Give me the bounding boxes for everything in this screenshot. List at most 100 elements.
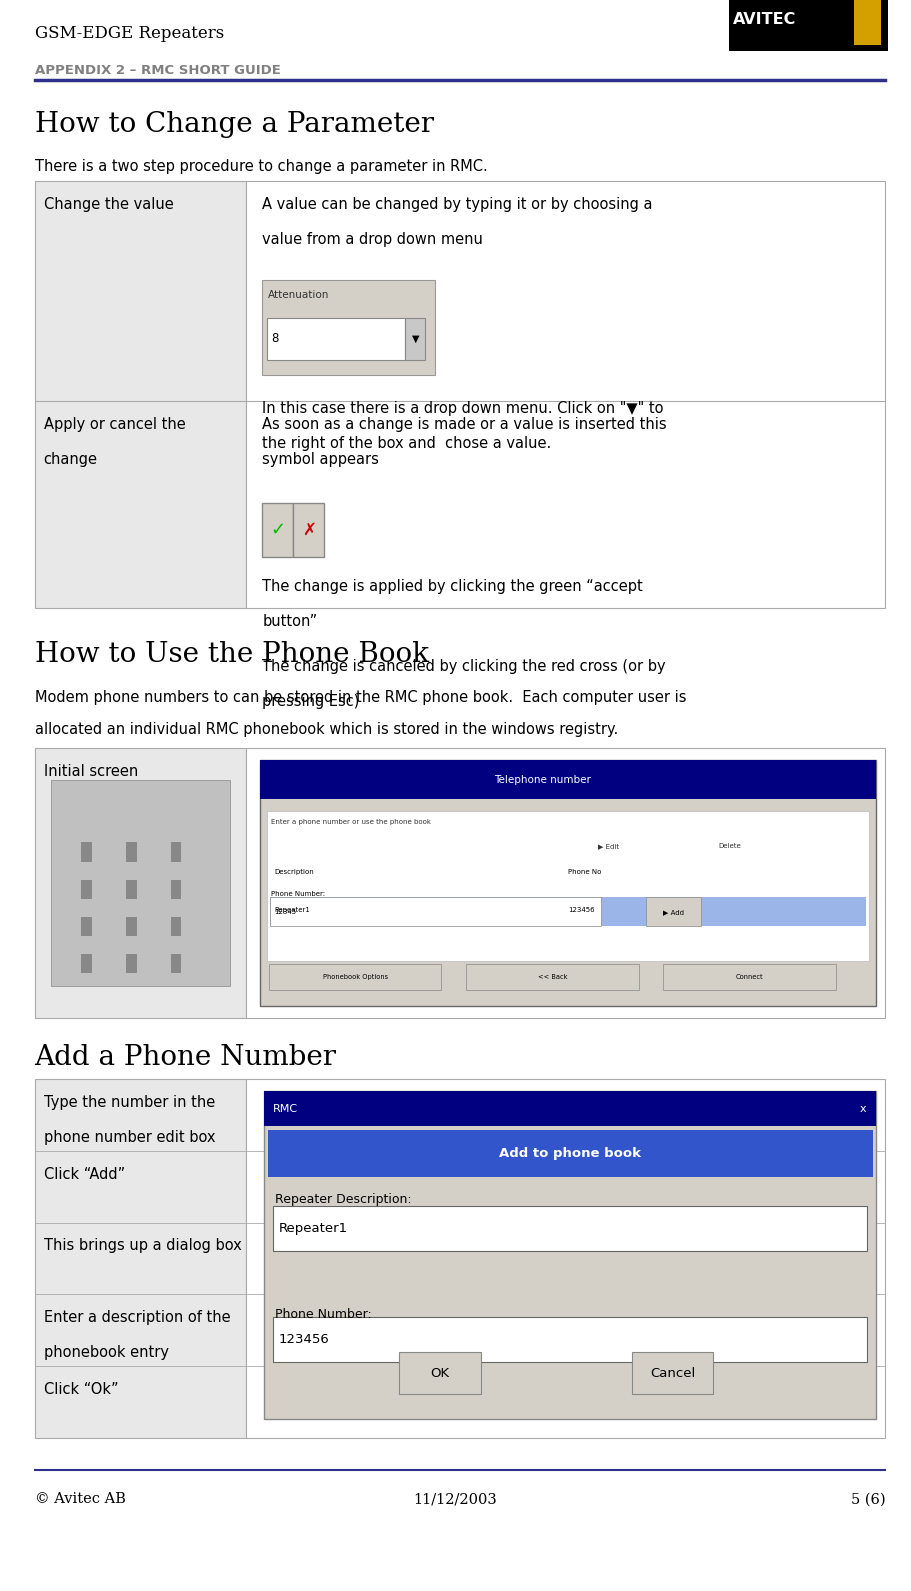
Text: ✗: ✗ — [302, 520, 316, 539]
Text: Phone No: Phone No — [568, 869, 601, 875]
Text: ✓: ✓ — [271, 520, 285, 539]
FancyBboxPatch shape — [267, 811, 869, 961]
Text: A value can be changed by typing it or by choosing a: A value can be changed by typing it or b… — [262, 197, 653, 212]
FancyBboxPatch shape — [81, 843, 92, 861]
Text: Telephone number: Telephone number — [494, 775, 591, 784]
FancyBboxPatch shape — [729, 0, 888, 51]
FancyBboxPatch shape — [854, 0, 881, 45]
FancyBboxPatch shape — [399, 1352, 481, 1394]
FancyBboxPatch shape — [273, 1206, 867, 1251]
Text: Click “Add”: Click “Add” — [44, 1166, 125, 1182]
FancyBboxPatch shape — [267, 318, 405, 360]
FancyBboxPatch shape — [293, 503, 324, 557]
FancyBboxPatch shape — [35, 1079, 246, 1438]
FancyBboxPatch shape — [264, 1091, 876, 1419]
FancyBboxPatch shape — [270, 897, 866, 926]
Text: RMC: RMC — [273, 1104, 299, 1114]
FancyBboxPatch shape — [35, 748, 246, 1018]
FancyBboxPatch shape — [260, 760, 876, 799]
Text: The change is canceled by clicking the red cross (or by: The change is canceled by clicking the r… — [262, 659, 666, 673]
FancyBboxPatch shape — [170, 916, 181, 936]
Text: Add a Phone Number: Add a Phone Number — [35, 1044, 337, 1071]
FancyBboxPatch shape — [126, 955, 137, 974]
Text: symbol appears: symbol appears — [262, 452, 379, 466]
Text: change: change — [44, 452, 97, 466]
FancyBboxPatch shape — [126, 916, 137, 936]
Text: 11/12/2003: 11/12/2003 — [414, 1492, 497, 1507]
Text: Apply or cancel the: Apply or cancel the — [44, 417, 186, 431]
FancyBboxPatch shape — [246, 748, 885, 1018]
FancyBboxPatch shape — [466, 964, 639, 990]
FancyBboxPatch shape — [126, 880, 137, 899]
Text: Modem phone numbers to can be stored in the RMC phone book.  Each computer user : Modem phone numbers to can be stored in … — [35, 690, 686, 705]
Text: Description: Description — [274, 869, 314, 875]
Text: Phone Number:: Phone Number: — [275, 1308, 372, 1321]
Text: Enter a phone number or use the phone book: Enter a phone number or use the phone bo… — [271, 819, 432, 826]
FancyBboxPatch shape — [81, 955, 92, 974]
Text: Cancel: Cancel — [650, 1367, 695, 1379]
Text: Phone Number:: Phone Number: — [271, 891, 325, 897]
FancyBboxPatch shape — [170, 880, 181, 899]
FancyBboxPatch shape — [246, 181, 885, 608]
Text: value from a drop down menu: value from a drop down menu — [262, 232, 483, 247]
Text: Add to phone book: Add to phone book — [499, 1147, 641, 1160]
Text: ▼: ▼ — [412, 334, 419, 344]
Text: Phonebook Options: Phonebook Options — [322, 974, 388, 980]
FancyBboxPatch shape — [126, 843, 137, 861]
Text: 123456: 123456 — [279, 1333, 330, 1346]
Text: x: x — [859, 1104, 866, 1114]
Text: 5 (6): 5 (6) — [851, 1492, 885, 1507]
Text: Connect: Connect — [736, 974, 763, 980]
Text: button”: button” — [262, 614, 318, 628]
FancyBboxPatch shape — [270, 897, 601, 926]
FancyBboxPatch shape — [646, 897, 701, 926]
Text: Type the number in the: Type the number in the — [44, 1095, 215, 1109]
Text: Repeater Description:: Repeater Description: — [275, 1193, 412, 1206]
Text: phonebook entry: phonebook entry — [44, 1346, 169, 1360]
Text: Repeater1: Repeater1 — [279, 1222, 348, 1235]
Text: ▶ Add: ▶ Add — [663, 908, 684, 915]
FancyBboxPatch shape — [81, 916, 92, 936]
Text: Click “Ok”: Click “Ok” — [44, 1383, 118, 1397]
Text: GSM-EDGE Repeaters: GSM-EDGE Repeaters — [35, 25, 224, 43]
Text: The change is applied by clicking the green “accept: The change is applied by clicking the gr… — [262, 579, 643, 593]
Text: APPENDIX 2 – RMC SHORT GUIDE: APPENDIX 2 – RMC SHORT GUIDE — [35, 64, 281, 76]
Text: This brings up a dialog box: This brings up a dialog box — [44, 1238, 241, 1254]
FancyBboxPatch shape — [405, 318, 425, 360]
Text: How to Use the Phone Book: How to Use the Phone Book — [35, 641, 429, 668]
FancyBboxPatch shape — [260, 760, 876, 1006]
Text: OK: OK — [430, 1367, 449, 1379]
FancyBboxPatch shape — [663, 964, 836, 990]
Text: Attenuation: Attenuation — [268, 290, 329, 299]
Text: AVITEC: AVITEC — [733, 11, 797, 27]
FancyBboxPatch shape — [262, 280, 435, 375]
FancyBboxPatch shape — [262, 503, 293, 557]
Text: the right of the box and  chose a value.: the right of the box and chose a value. — [262, 436, 552, 450]
Text: << Back: << Back — [537, 974, 568, 980]
Text: There is a two step procedure to change a parameter in RMC.: There is a two step procedure to change … — [35, 159, 487, 173]
Text: Delete: Delete — [719, 843, 742, 850]
FancyBboxPatch shape — [631, 1352, 713, 1394]
Text: Initial screen: Initial screen — [44, 764, 138, 778]
FancyBboxPatch shape — [269, 964, 442, 990]
FancyBboxPatch shape — [81, 880, 92, 899]
Text: © Avitec AB: © Avitec AB — [35, 1492, 126, 1507]
Text: ▶ Edit: ▶ Edit — [599, 843, 619, 850]
FancyBboxPatch shape — [170, 843, 181, 861]
FancyBboxPatch shape — [268, 1130, 873, 1177]
Text: Enter a description of the: Enter a description of the — [44, 1311, 230, 1325]
FancyBboxPatch shape — [273, 1317, 867, 1362]
Text: 8: 8 — [271, 333, 279, 345]
FancyBboxPatch shape — [170, 955, 181, 974]
FancyBboxPatch shape — [264, 1091, 876, 1126]
FancyBboxPatch shape — [51, 780, 230, 986]
Text: allocated an individual RMC phonebook which is stored in the windows registry.: allocated an individual RMC phonebook wh… — [35, 722, 618, 737]
Text: 123456: 123456 — [568, 907, 595, 913]
Text: 12345: 12345 — [274, 908, 296, 915]
Text: Repeater1: Repeater1 — [274, 907, 310, 913]
FancyBboxPatch shape — [35, 181, 246, 608]
Text: pressing Esc): pressing Esc) — [262, 694, 360, 708]
Text: Change the value: Change the value — [44, 197, 173, 212]
FancyBboxPatch shape — [246, 1079, 885, 1438]
Text: In this case there is a drop down menu. Click on "▼" to: In this case there is a drop down menu. … — [262, 401, 664, 415]
